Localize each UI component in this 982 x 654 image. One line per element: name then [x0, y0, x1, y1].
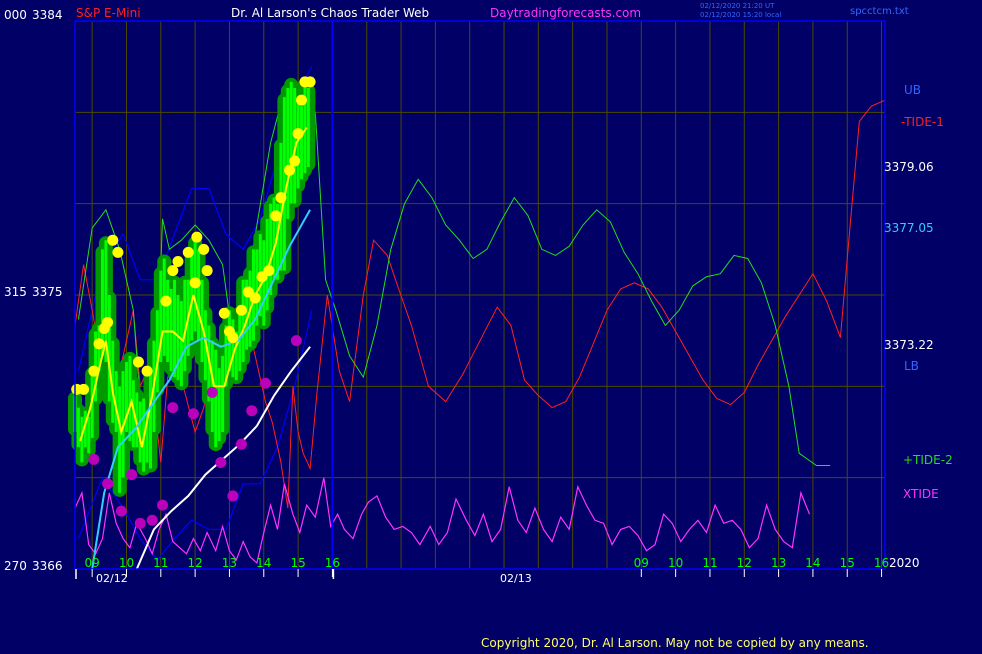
swing-high-dot: [296, 94, 308, 106]
y-tick-prefix-bottom: 270: [4, 559, 27, 573]
swing-high-dot: [198, 243, 210, 255]
swing-low-dot: [157, 499, 169, 511]
swing-high-dot: [235, 304, 247, 316]
swing-high-dot: [182, 246, 194, 258]
swing-low-dot: [146, 514, 158, 526]
swing-high-dot: [167, 265, 179, 277]
swing-high-dot: [201, 265, 213, 277]
swing-high-dot: [304, 76, 316, 88]
tide2-label: +TIDE-2: [903, 453, 953, 467]
swing-high-dot: [289, 155, 301, 167]
xtide-label: XTIDE: [903, 487, 939, 501]
x-tick-label: 10: [119, 556, 134, 570]
date-label-day2: 02/13: [500, 572, 532, 585]
plot-frame: [74, 20, 886, 570]
year-label: 2020: [889, 556, 920, 570]
x-tick-label: 16: [325, 556, 340, 570]
series-line-tide2: [77, 95, 831, 466]
timestamp-ut: 02/12/2020 21:20 UT: [700, 2, 775, 10]
swing-low-dot: [134, 517, 146, 529]
swing-low-dot: [246, 405, 258, 417]
swing-high-dot: [172, 256, 184, 268]
x-tick-label: 09: [634, 556, 649, 570]
swing-high-dot: [270, 210, 282, 222]
swing-high-dot: [160, 295, 172, 307]
swing-low-dot: [259, 377, 271, 389]
site-link[interactable]: Daytradingforecasts.com: [490, 6, 641, 20]
x-tick-label: 13: [771, 556, 786, 570]
swing-low-dot: [187, 408, 199, 420]
level-label-1: 3379.06: [884, 160, 934, 174]
x-tick-label: 11: [153, 556, 168, 570]
swing-low-dot: [88, 453, 100, 465]
x-tick-label: 11: [702, 556, 717, 570]
swing-high-dot: [227, 332, 239, 344]
swing-low-dot: [102, 478, 114, 490]
swing-low-dot: [126, 469, 138, 481]
swing-high-dot: [275, 192, 287, 204]
y-tick-label-bottom: 3366: [32, 559, 63, 573]
timestamp-local: 02/12/2020 15:20 local: [700, 11, 781, 19]
tide1-label: -TIDE-1: [901, 115, 944, 129]
swing-high-dot: [292, 128, 304, 140]
swing-low-dot: [235, 438, 247, 450]
swing-high-dot: [102, 316, 114, 328]
x-tick-label: 16: [874, 556, 889, 570]
x-tick-label: 09: [85, 556, 100, 570]
lb-label: LB: [904, 359, 919, 373]
swing-high-dot: [88, 365, 100, 377]
swing-high-dot: [78, 383, 90, 395]
swing-high-dot: [218, 307, 230, 319]
swing-high-dot: [191, 231, 203, 243]
series-line-xtide: [74, 477, 811, 565]
x-tick-label: 13: [222, 556, 237, 570]
date-label-day1: 02/12: [96, 572, 128, 585]
x-tick-label: 12: [737, 556, 752, 570]
x-tick-label: 15: [840, 556, 855, 570]
y-tick-prefix-mid: 315: [4, 285, 27, 299]
swing-high-dot: [93, 338, 105, 350]
x-tick-label: 10: [668, 556, 683, 570]
swing-low-dot: [215, 456, 227, 468]
swing-high-dot: [112, 246, 124, 258]
copyright-notice: Copyright 2020, Dr. Al Larson. May not b…: [481, 636, 869, 650]
x-tick-label: 14: [256, 556, 271, 570]
swing-low-dot: [167, 402, 179, 414]
swing-high-dot: [141, 365, 153, 377]
instrument-label: S&P E-Mini: [76, 6, 141, 20]
swing-high-dot: [284, 164, 296, 176]
level-label-3: 3373.22: [884, 338, 934, 352]
swing-low-dot: [290, 335, 302, 347]
level-label-2: 3377.05: [884, 221, 934, 235]
y-tick-label-mid: 3375: [32, 285, 63, 299]
swing-high-dot: [107, 234, 119, 246]
y-tick-label-top: 3384: [32, 8, 63, 22]
swing-high-dot: [263, 265, 275, 277]
swing-high-dot: [189, 277, 201, 289]
x-tick-label: 12: [187, 556, 202, 570]
swing-low-dot: [206, 386, 218, 398]
swing-low-dot: [227, 490, 239, 502]
series-line-cyan-avg: [91, 209, 311, 570]
swing-high-dot: [132, 356, 144, 368]
ub-label: UB: [904, 83, 921, 97]
x-tick-label: 14: [805, 556, 820, 570]
swing-high-dot: [249, 292, 261, 304]
x-tick-label: 15: [290, 556, 305, 570]
brand-title: Dr. Al Larson's Chaos Trader Web: [231, 6, 429, 20]
swing-low-dot: [115, 505, 127, 517]
y-tick-prefix-top: 000: [4, 8, 27, 22]
data-file-label: spcctcm.txt: [850, 6, 909, 17]
